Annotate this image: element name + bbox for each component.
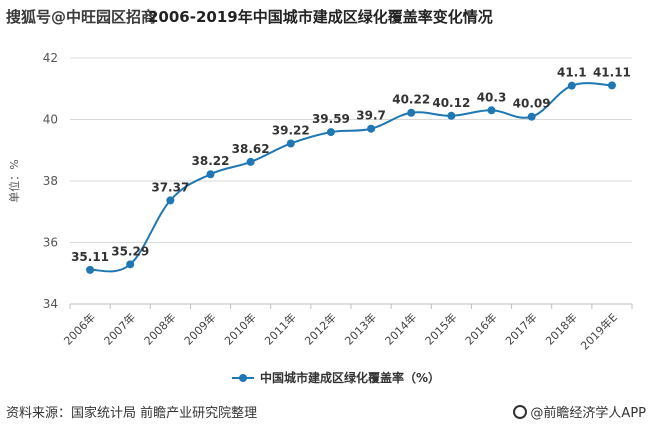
- x-tick-label: 2007年: [101, 310, 138, 347]
- brand-note: @前瞻经济学人APP: [513, 402, 646, 421]
- data-point: [407, 108, 416, 117]
- x-tick-label: 2013年: [342, 310, 379, 347]
- x-tick-label: 2008年: [141, 310, 178, 347]
- y-axis-label: 单位：%: [7, 159, 21, 202]
- data-label: 38.62: [232, 142, 270, 156]
- watermark-text: 搜狐号@中旺园区招商: [6, 8, 157, 26]
- x-tick-label: 2015年: [422, 310, 459, 347]
- x-tick-label: 2016年: [462, 310, 499, 347]
- grid-lines: [70, 57, 632, 243]
- data-label: 40.3: [477, 90, 507, 104]
- brand-note-text: @前瞻经济学人APP: [530, 406, 646, 421]
- x-tick-label: 2012年: [302, 310, 339, 347]
- y-tick-label: 42: [43, 51, 58, 65]
- x-tick-label: 2009年: [181, 310, 218, 347]
- data-label: 40.22: [392, 93, 430, 107]
- data-label: 39.7: [356, 109, 386, 123]
- data-point: [567, 81, 576, 90]
- y-tick-label: 34: [43, 297, 58, 311]
- data-point: [326, 128, 335, 137]
- series-line: [89, 82, 612, 273]
- x-tick-label: 2010年: [221, 310, 258, 347]
- legend-marker: [239, 374, 247, 382]
- legend-label: 中国城市建成区绿化覆盖率（%）: [260, 370, 440, 385]
- data-label: 35.29: [111, 244, 149, 258]
- chart-title: 2006-2019年中国城市建成区绿化覆盖率变化情况: [148, 8, 493, 26]
- data-label: 37.37: [151, 180, 189, 194]
- data-label: 41.1: [557, 66, 587, 80]
- brand-logo-icon: [513, 405, 528, 419]
- data-point: [246, 157, 255, 166]
- data-label: 41.11: [593, 65, 631, 79]
- data-label: 40.09: [513, 97, 551, 111]
- y-tick-label: 36: [43, 236, 58, 250]
- data-point: [206, 170, 215, 179]
- data-label: 39.59: [312, 112, 350, 126]
- x-tick-label: 2018年: [542, 310, 579, 347]
- data-point: [447, 111, 456, 120]
- data-point: [527, 112, 536, 121]
- data-label: 38.22: [192, 154, 230, 168]
- data-point: [86, 265, 95, 274]
- x-tick-label: 2011年: [261, 310, 298, 347]
- data-point: [286, 139, 295, 148]
- x-tick-label: 2006年: [61, 310, 98, 347]
- data-points: [86, 81, 616, 274]
- x-tick-label: 2017年: [502, 310, 539, 347]
- data-point: [487, 106, 496, 115]
- data-point: [607, 81, 616, 90]
- data-point: [166, 196, 175, 205]
- data-point: [126, 260, 135, 269]
- y-tick-label: 38: [43, 174, 58, 188]
- x-tick-label: 2014年: [382, 310, 419, 347]
- source-note: 资料来源：国家统计局 前瞻产业研究院整理: [6, 406, 258, 421]
- data-label: 39.22: [272, 123, 310, 137]
- data-point: [367, 124, 376, 133]
- x-tick-label: 2019年E: [578, 310, 620, 352]
- data-label: 40.12: [432, 96, 470, 110]
- data-label: 35.11: [71, 250, 109, 264]
- series-line-path: [89, 82, 612, 273]
- y-tick-label: 40: [43, 113, 58, 127]
- legend: 中国城市建成区绿化覆盖率（%）: [232, 370, 440, 385]
